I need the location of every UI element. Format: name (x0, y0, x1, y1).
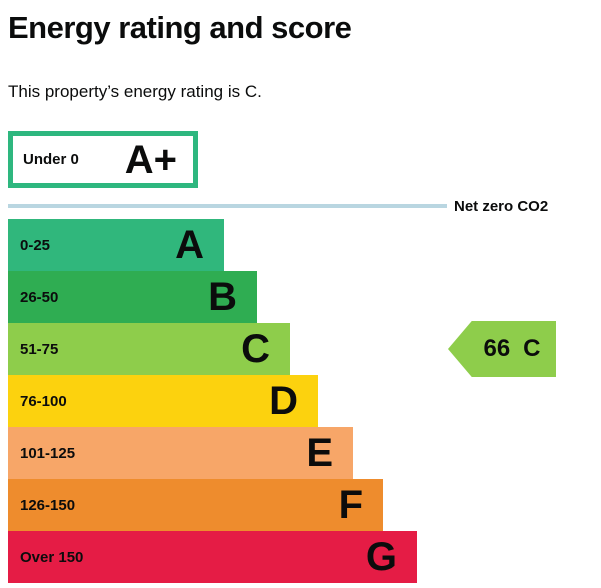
band-row-d: 76-100 D (8, 375, 601, 427)
band-range-label: 126-150 (20, 496, 76, 514)
net-zero-label: Net zero CO2 (454, 197, 549, 215)
band-range-label: 101-125 (20, 444, 76, 462)
current-score-marker: 66 C (448, 321, 556, 377)
band-range-label: 76-100 (20, 392, 67, 410)
band-e: 101-125 E (8, 427, 353, 479)
band-letter: D (269, 379, 298, 423)
score-letter: C (523, 335, 541, 362)
score-value: 66 (483, 335, 511, 362)
band-g: Over 150 G (8, 531, 417, 583)
page-title: Energy rating and score (8, 10, 352, 45)
band-row-g: Over 150 G (8, 531, 601, 583)
band-letter: A (175, 223, 204, 267)
band-row-a: 0-25 A (8, 219, 601, 271)
band-a-plus: Under 0 A+ (8, 131, 198, 188)
band-b: 26-50 B (8, 271, 257, 323)
band-f: 126-150 F (8, 479, 383, 531)
net-zero-line (8, 204, 447, 208)
band-range-label: 51-75 (20, 340, 59, 358)
band-letter: E (306, 431, 333, 475)
net-zero-row: Net zero CO2 (8, 197, 601, 215)
band-range-label: Under 0 (23, 151, 79, 168)
band-range-label: 26-50 (20, 288, 59, 306)
band-range-label: Over 150 (20, 548, 84, 566)
band-range-label: 0-25 (20, 236, 51, 254)
band-c: 51-75 C (8, 323, 290, 375)
page-subtitle: This property’s energy rating is C. (8, 82, 262, 101)
band-letter: F (338, 483, 363, 527)
energy-rating-chart: Under 0 A+ Net zero CO2 0-25 A 26-50 B 51-75… (8, 131, 601, 583)
band-row-c: 51-75 C 66 C (8, 321, 601, 377)
band-d: 76-100 D (8, 375, 318, 427)
band-letter: A+ (124, 137, 177, 182)
band-row-b: 26-50 B (8, 271, 601, 323)
rating-bands: 0-25 A 26-50 B 51-75 C 66 C 76-100 D 101-125 E 126-1… (8, 219, 601, 583)
band-letter: G (365, 535, 397, 579)
band-a: 0-25 A (8, 219, 224, 271)
band-letter: C (241, 327, 270, 371)
band-row-e: 101-125 E (8, 427, 601, 479)
band-row-f: 126-150 F (8, 479, 601, 531)
band-letter: B (208, 275, 237, 319)
